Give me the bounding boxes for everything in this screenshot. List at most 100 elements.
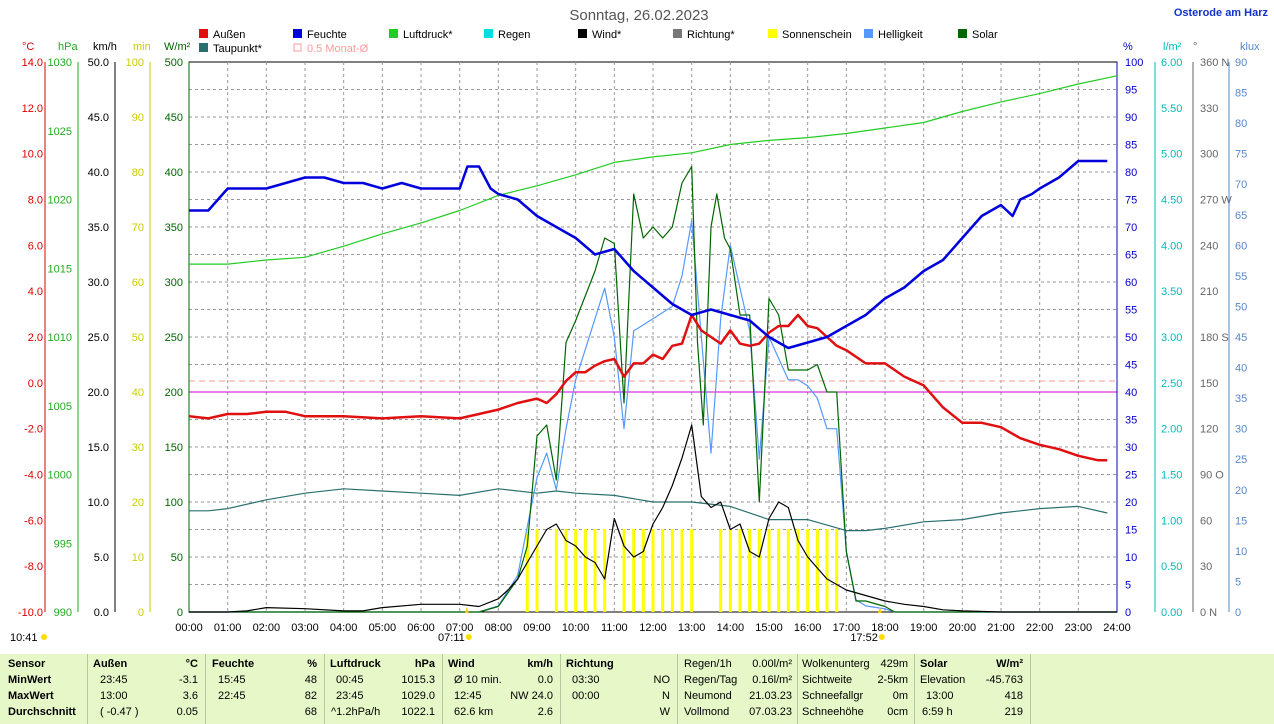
- sunshine-bar: [651, 529, 655, 612]
- sunrise-label: 07:11: [438, 632, 465, 644]
- axis-unit-wind: km/h: [93, 41, 117, 53]
- axis-tick-solar: 100: [165, 497, 183, 509]
- axis-tick-solar: 0: [177, 607, 183, 619]
- sunshine-bar: [603, 529, 607, 612]
- stats-header-wind-unit: km/h: [527, 658, 553, 670]
- stats-visibility-value: 2-5km: [877, 674, 908, 686]
- axis-tick-press: 990: [54, 607, 72, 619]
- axis-tick-solar: 200: [165, 387, 183, 399]
- axis-tick-rain: 0.00: [1161, 607, 1182, 619]
- axis-tick-hum: 75: [1125, 195, 1137, 207]
- axis-tick-solar: 300: [165, 277, 183, 289]
- chart-title: Sonntag, 26.02.2023: [569, 7, 708, 24]
- stats-visibility-label: Sichtweite: [802, 674, 853, 686]
- stats-snowline-label: Schneefallgr: [802, 690, 864, 702]
- axis-tick-wind: 0.0: [94, 607, 109, 619]
- axis-tick-temp: 12.0: [22, 103, 43, 115]
- axis-unit-temp: °C: [22, 41, 34, 53]
- axis-tick-lux: 80: [1235, 118, 1247, 130]
- axis-tick-lux: 15: [1235, 515, 1247, 527]
- series-helligkeit-line: [189, 220, 1117, 613]
- axis-tick-hum: 95: [1125, 85, 1137, 97]
- stats-wind-max-time: 12:45: [454, 690, 482, 702]
- axis-tick-rain: 1.50: [1161, 470, 1182, 482]
- x-tick-label: 14:00: [717, 622, 745, 634]
- axis-tick-wind: 45.0: [88, 112, 109, 124]
- axis-tick-sunmin: 60: [132, 277, 144, 289]
- stats-feuchte-min-time: 15:45: [218, 674, 246, 686]
- axis-tick-rain: 1.00: [1161, 515, 1182, 527]
- series-taupunkt-line: [189, 488, 1108, 532]
- x-tick-label: 08:00: [485, 622, 513, 634]
- axis-tick-hum: 15: [1125, 525, 1137, 537]
- axis-tick-sunmin: 70: [132, 222, 144, 234]
- axis-tick-lux: 65: [1235, 210, 1247, 222]
- axis-tick-hum: 5: [1125, 580, 1131, 592]
- sunshine-bar: [574, 529, 578, 612]
- axis-tick-lux: 90: [1235, 57, 1247, 69]
- sunshine-bar: [835, 529, 839, 612]
- stats-solar-max-time: 13:00: [926, 690, 954, 702]
- sunshine-bar: [593, 529, 597, 612]
- x-tick-label: 10:00: [562, 622, 590, 634]
- sunshine-bar: [777, 529, 781, 612]
- series-solar-line: [189, 165, 1117, 613]
- stats-rain-value-1: 0.00l/m²: [752, 658, 792, 670]
- legend-label: Luftdruck*: [403, 29, 453, 41]
- axis-tick-sunmin: 100: [126, 57, 144, 69]
- stats-dir-min-time: 03:30: [572, 674, 600, 686]
- stats-snowline-value: 0m: [892, 690, 908, 702]
- axis-tick-lux: 5: [1235, 576, 1241, 588]
- sunshine-bar: [738, 529, 742, 612]
- sunshine-bar: [525, 529, 529, 612]
- stats-row-avg: Durchschnitt: [8, 706, 76, 718]
- legend-swatch: [199, 29, 208, 38]
- axis-tick-hum: 60: [1125, 277, 1137, 289]
- x-tick-label: 23:00: [1065, 622, 1093, 634]
- stats-wind-distance: 62.6 km: [454, 706, 494, 718]
- sunshine-bar: [554, 529, 558, 612]
- axis-tick-rain: 4.50: [1161, 195, 1182, 207]
- axis-tick-press: 1015: [48, 263, 72, 275]
- axis-tick-temp: 8.0: [28, 195, 43, 207]
- stats-dir-max: N: [662, 690, 670, 702]
- axis-tick-lux: 70: [1235, 179, 1247, 191]
- axis-tick-temp: 2.0: [28, 332, 43, 344]
- legend-label: Solar: [972, 29, 998, 41]
- x-tick-label: 06:00: [407, 622, 435, 634]
- series-feuchte-line: [189, 159, 1108, 350]
- axis-tick-dir: 90 O: [1200, 470, 1224, 482]
- axis-tick-lux: 45: [1235, 332, 1247, 344]
- series-wind-line: [189, 424, 1117, 613]
- axis-tick-rain: 3.00: [1161, 332, 1182, 344]
- x-tick-label: 20:00: [949, 622, 977, 634]
- legend-label: 0.5 Monat-Ø: [307, 43, 369, 55]
- axis-tick-hum: 50: [1125, 332, 1137, 344]
- stats-solar-max: 418: [1004, 690, 1023, 702]
- axis-tick-wind: 20.0: [88, 387, 109, 399]
- axis-tick-solar: 250: [165, 332, 183, 344]
- axis-tick-hum: 55: [1125, 305, 1137, 317]
- axis-unit-sunmin: min: [133, 41, 151, 53]
- legend-swatch: [768, 29, 777, 38]
- axis-tick-hum: 100: [1125, 57, 1143, 69]
- axis-tick-lux: 85: [1235, 88, 1247, 100]
- axis-tick-solar: 450: [165, 112, 183, 124]
- axis-tick-lux: 40: [1235, 363, 1247, 375]
- axis-tick-dir: 270 W: [1200, 195, 1232, 207]
- axis-tick-lux: 60: [1235, 240, 1247, 252]
- axis-tick-temp: -2.0: [24, 424, 43, 436]
- axis-tick-sunmin: 0: [138, 607, 144, 619]
- sun-moon-markers: 10:41 07:11 17:52: [10, 607, 885, 644]
- stats-feuchte-max-time: 22:45: [218, 690, 246, 702]
- x-tick-label: 02:00: [253, 622, 281, 634]
- sunshine-bar: [767, 529, 771, 612]
- axis-unit-rain: l/m²: [1163, 41, 1182, 53]
- sunrise-marker: [464, 607, 469, 613]
- stats-header-solar: Solar: [920, 658, 948, 670]
- stats-newmoon-date: 21.03.23: [749, 690, 792, 702]
- axis-tick-hum: 70: [1125, 222, 1137, 234]
- axis-tick-hum: 65: [1125, 250, 1137, 262]
- sunshine-bar: [535, 529, 539, 612]
